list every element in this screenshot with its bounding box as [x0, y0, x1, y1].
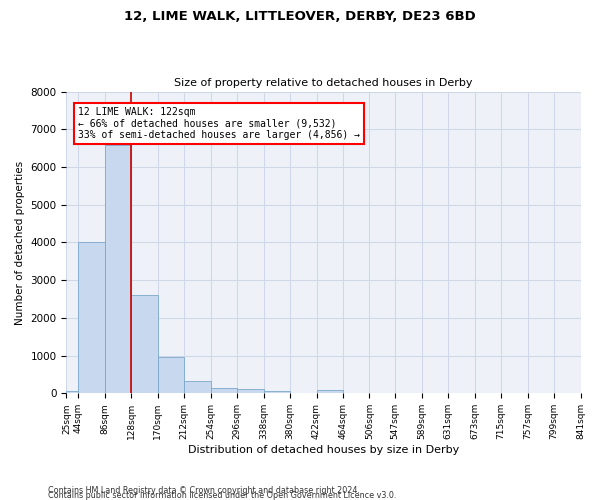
Bar: [237, 389, 263, 394]
Text: Contains public sector information licensed under the Open Government Licence v3: Contains public sector information licen…: [48, 491, 397, 500]
Bar: [158, 357, 184, 394]
Text: Contains HM Land Registry data © Crown copyright and database right 2024.: Contains HM Land Registry data © Crown c…: [48, 486, 360, 495]
Bar: [317, 390, 343, 394]
Bar: [131, 296, 158, 394]
Title: Size of property relative to detached houses in Derby: Size of property relative to detached ho…: [174, 78, 473, 88]
Text: 12 LIME WALK: 122sqm
← 66% of detached houses are smaller (9,532)
33% of semi-de: 12 LIME WALK: 122sqm ← 66% of detached h…: [79, 106, 361, 140]
Bar: [67, 390, 79, 394]
X-axis label: Distribution of detached houses by size in Derby: Distribution of detached houses by size …: [188, 445, 459, 455]
Bar: [79, 242, 105, 394]
Bar: [105, 145, 131, 394]
Bar: [184, 380, 211, 394]
Bar: [211, 388, 237, 394]
Text: 12, LIME WALK, LITTLEOVER, DERBY, DE23 6BD: 12, LIME WALK, LITTLEOVER, DERBY, DE23 6…: [124, 10, 476, 23]
Y-axis label: Number of detached properties: Number of detached properties: [15, 160, 25, 324]
Bar: [263, 390, 290, 394]
